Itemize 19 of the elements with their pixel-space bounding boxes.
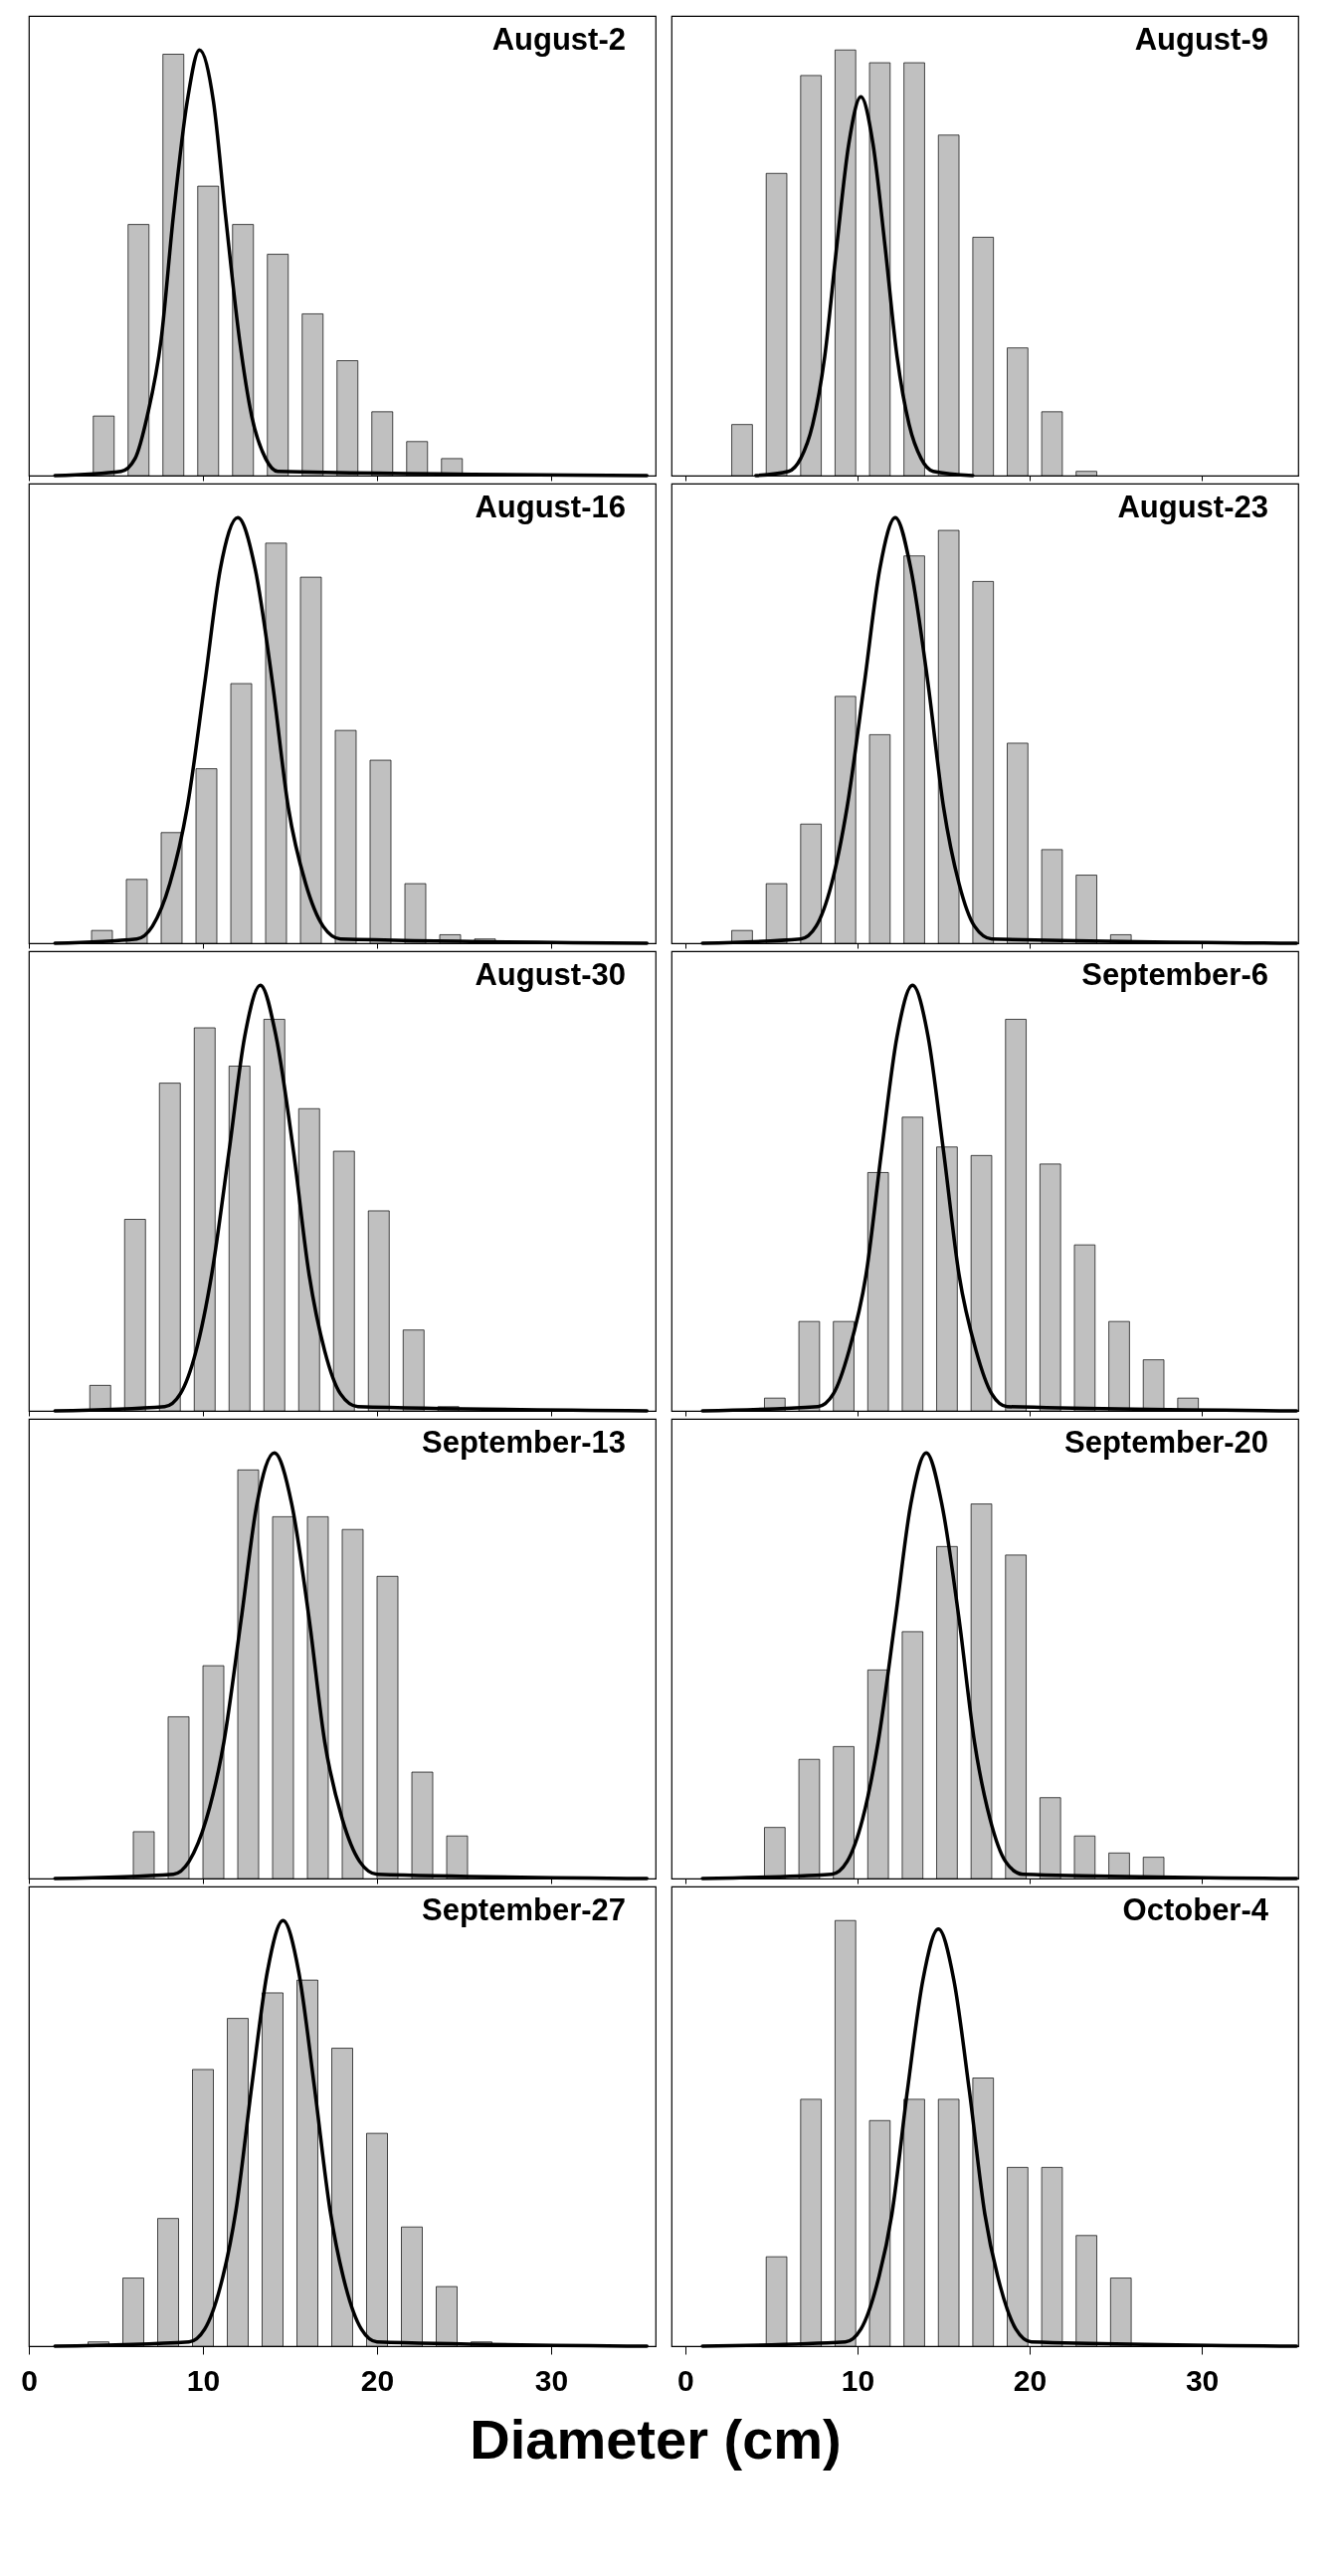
x-tick-label: 10: [186, 2363, 221, 2397]
x-tick-label: 0: [21, 2363, 38, 2397]
x-tick-label: 0: [677, 2363, 694, 2397]
x-axis-title: Diameter (cm): [470, 2408, 842, 2471]
x-tick-label: 20: [360, 2363, 395, 2397]
chart-title: September-6: [1081, 957, 1268, 992]
chart-title: August-9: [1134, 22, 1268, 57]
x-tick-label: 20: [1013, 2363, 1048, 2397]
x-tick-label: 30: [534, 2363, 569, 2397]
chart-title: September-20: [1063, 1425, 1268, 1460]
chart-title: August-30: [475, 957, 626, 992]
chart-title: October-4: [1122, 1892, 1269, 1927]
x-tick-label: 30: [1185, 2363, 1220, 2397]
chart-title: August-16: [475, 490, 626, 524]
chart-title: September-27: [421, 1892, 626, 1927]
chart-title: September-13: [421, 1425, 626, 1460]
chart-title: August-23: [1117, 490, 1268, 524]
x-tick-label: 10: [841, 2363, 875, 2397]
chart-title: August-2: [491, 22, 626, 57]
